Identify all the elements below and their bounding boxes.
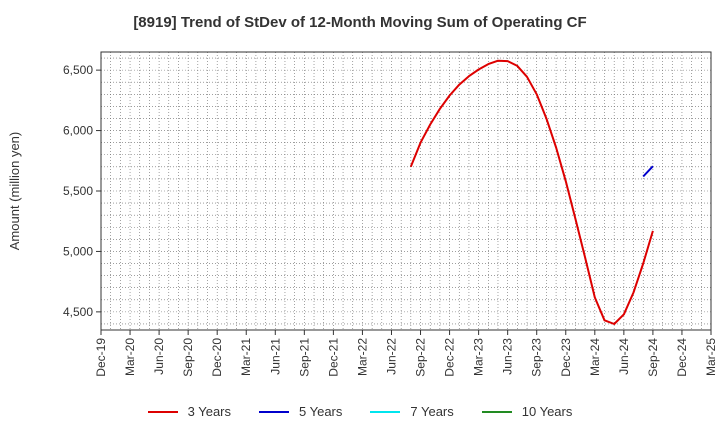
legend-swatch-7-years	[370, 410, 401, 413]
y-tick-label: 5,500	[63, 184, 93, 198]
legend-swatch-10-years	[481, 410, 512, 413]
x-tick-label: Mar-22	[355, 338, 369, 376]
x-tick-label: Mar-24	[588, 338, 602, 376]
x-tick-label: Jun-22	[384, 338, 398, 375]
legend-label-7-years: 7 Years	[410, 404, 454, 419]
x-tick-label: Dec-20	[210, 338, 224, 377]
x-tick-label: Jun-21	[268, 338, 282, 375]
y-tick-label: 6,500	[63, 63, 93, 77]
x-tick-label: Sep-23	[530, 338, 544, 377]
plot-area	[101, 52, 711, 330]
legend-item-10-years: 10 Years	[481, 404, 573, 419]
y-tick-label: 5,000	[63, 244, 93, 258]
x-tick-label: Sep-21	[297, 338, 311, 377]
legend-swatch-5-years	[259, 410, 289, 413]
series-layer	[409, 59, 654, 325]
x-tick-label: Sep-24	[646, 338, 660, 377]
x-tick-label: Jun-23	[501, 338, 515, 375]
legend: 3 Years 5 Years 7 Years 10 Years	[0, 404, 720, 419]
x-tick-label: Jun-24	[617, 338, 631, 375]
legend-label-3-years: 3 Years	[187, 404, 231, 419]
y-tick-label: 4,500	[63, 305, 93, 319]
legend-label-5-years: 5 Years	[299, 404, 343, 419]
x-tick-label: Dec-23	[559, 338, 573, 377]
x-tick-label: Dec-24	[675, 338, 689, 377]
x-tick-label: Mar-25	[704, 338, 718, 376]
legend-item-3-years: 3 Years	[147, 404, 231, 419]
x-tick-label: Sep-22	[414, 338, 428, 377]
series-line-0	[409, 59, 654, 325]
axis-layer: 4,500 5,000 5,500 6,000 6,500 Dec-19 Mar-20 Jun…	[7, 51, 718, 377]
legend-label-10-years: 10 Years	[521, 404, 573, 419]
x-tick-label: Dec-21	[326, 338, 340, 377]
plot-background	[101, 52, 711, 330]
chart-title: [8919] Trend of StDev of 12-Month Moving…	[133, 14, 587, 31]
y-tick-label: 6,000	[63, 124, 93, 138]
series-line-1	[642, 165, 654, 178]
y-axis-label: Amount (million yen)	[7, 132, 22, 251]
x-tick-label: Mar-20	[123, 338, 137, 376]
legend-item-7-years: 7 Years	[370, 404, 454, 419]
x-tick-label: Jun-20	[152, 338, 166, 375]
x-tick-label: Sep-20	[181, 338, 195, 377]
x-tick-label: Mar-21	[239, 338, 253, 376]
legend-item-5-years: 5 Years	[259, 404, 342, 419]
x-tick-label: Mar-23	[472, 338, 486, 376]
legend-swatch-3-years	[147, 410, 178, 413]
x-tick-label: Dec-22	[443, 338, 457, 377]
x-tick-label: Dec-19	[94, 338, 108, 377]
grid-layer	[101, 52, 711, 330]
